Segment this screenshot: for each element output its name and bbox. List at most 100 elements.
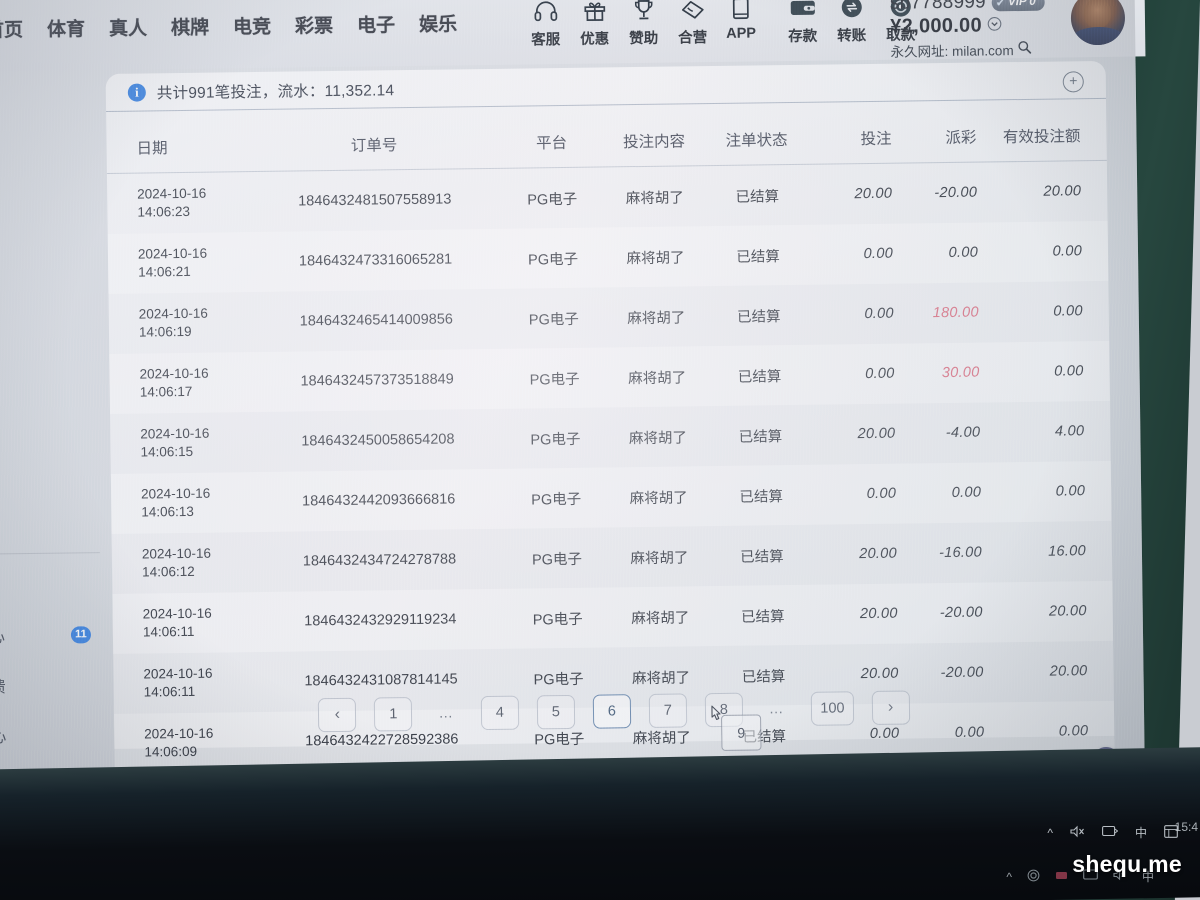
- cell-bet-amount: 20.00: [854, 185, 893, 203]
- quick-action-withdraw[interactable]: 取款: [876, 0, 926, 45]
- sidebar-item-record-1[interactable]: 记录: [0, 448, 99, 500]
- nav-item-entertainment[interactable]: 娱乐: [418, 14, 458, 36]
- column-header-status: 注单状态: [725, 131, 788, 150]
- quick-action-customer-service[interactable]: 客服: [521, 0, 571, 50]
- cell-platform: PG电子: [531, 491, 582, 508]
- nav-item-esports[interactable]: 电竞: [232, 16, 272, 39]
- pagination-page-4[interactable]: 4: [480, 695, 520, 731]
- account-domain-row[interactable]: 永久网址: milan.com: [890, 39, 1045, 61]
- quick-action-sponsorship[interactable]: 赞助: [619, 0, 669, 48]
- quick-action-label: 存款: [788, 28, 818, 46]
- add-icon[interactable]: +: [1062, 71, 1084, 93]
- settings-icon[interactable]: [1027, 869, 1040, 885]
- pagination-prev[interactable]: ‹: [318, 697, 357, 733]
- sidebar-item-feedback[interactable]: 意见反馈: [0, 659, 102, 711]
- cell-bet-amount: 0.00: [863, 245, 894, 263]
- browser-screen: 首页 体育 真人 棋牌 电竞 彩票 电子 娱乐 客服: [0, 0, 1146, 830]
- account-name-row: sb7788999 ✔ VIP 0: [890, 0, 1045, 15]
- permanent-domain-label: 永久网址: milan.com: [890, 43, 1014, 60]
- quick-action-app[interactable]: APP: [717, 0, 766, 42]
- quick-action-transfer[interactable]: 转账: [827, 0, 877, 46]
- cell-status: 已结算: [741, 668, 786, 686]
- taskbar-clock[interactable]: 15:4: [1174, 820, 1198, 834]
- taskbar-tray-row-1: ^ 中: [1047, 824, 1178, 841]
- main-navigation: 首页 体育 真人 棋牌 电竞 彩票 电子 娱乐: [0, 9, 457, 42]
- ime-panel-icon[interactable]: [1164, 824, 1178, 841]
- pagination-page-5[interactable]: 5: [536, 694, 576, 730]
- column-header-date: 日期: [136, 139, 168, 158]
- chevron-up-icon[interactable]: ^: [1047, 825, 1053, 840]
- pagination-drag-ghost[interactable]: 9: [720, 714, 762, 751]
- volume-muted-icon[interactable]: [1070, 825, 1085, 841]
- cell-bet-content: 麻将胡了: [628, 429, 688, 447]
- withdraw-icon: [887, 0, 913, 22]
- nav-item-home[interactable]: 首页: [0, 20, 24, 42]
- cell-valid-bet: 16.00: [1048, 543, 1087, 560]
- cell-order-no: 1846432434724278788: [302, 551, 457, 570]
- sidebar-item-redpacket[interactable]: 包: [0, 398, 98, 450]
- sidebar-item-record-2[interactable]: 记录: [0, 498, 100, 550]
- app-indicator-icon[interactable]: [1055, 869, 1068, 885]
- account-username: sb7788999: [889, 0, 986, 14]
- watermark: shequ.me: [1072, 851, 1182, 877]
- cell-bet-content: 麻将胡了: [629, 489, 688, 507]
- ime-chinese-icon[interactable]: 中: [1134, 826, 1147, 840]
- quick-action-label: 转账: [837, 28, 867, 45]
- cell-bet-amount: 0.00: [866, 485, 897, 503]
- cell-datetime: 2024-10-16 14:06:23: [137, 185, 207, 220]
- quick-action-deposit[interactable]: 存款: [778, 0, 828, 46]
- column-header-bet: 投注: [860, 130, 892, 148]
- nav-item-sports[interactable]: 体育: [46, 19, 86, 41]
- trophy-icon: [632, 0, 654, 25]
- nav-item-lottery[interactable]: 彩票: [294, 16, 334, 38]
- quick-action-label: APP: [726, 25, 757, 42]
- cell-status: 已结算: [735, 188, 780, 206]
- cell-platform: PG电子: [527, 191, 578, 208]
- handshake-icon: [679, 0, 705, 24]
- cell-datetime: 2024-10-16 14:06:19: [138, 305, 208, 340]
- sidebar-item-message-center[interactable]: 消息中心 11: [0, 609, 101, 661]
- account-panel[interactable]: sb7788999 ✔ VIP 0 ¥2,000.00 永久网址: milan.…: [890, 0, 1046, 61]
- ime-chinese-icon-2[interactable]: 中: [1141, 870, 1154, 884]
- quick-action-label: 客服: [531, 32, 561, 49]
- pagination-page-100[interactable]: 100: [811, 691, 854, 726]
- cell-bet-content: 麻将胡了: [625, 189, 684, 207]
- sidebar-item-prize-record[interactable]: 奖记录: [0, 559, 101, 611]
- account-balance-row[interactable]: ¥2,000.00: [890, 14, 1045, 39]
- quick-action-label: 合营: [678, 30, 708, 47]
- cell-platform: PG电子: [532, 611, 583, 628]
- nav-item-live[interactable]: 真人: [108, 18, 148, 40]
- pagination-page-6[interactable]: 6: [592, 694, 632, 729]
- cell-valid-bet: 0.00: [1054, 363, 1084, 380]
- avatar[interactable]: [1070, 0, 1126, 46]
- chevron-down-icon[interactable]: [987, 16, 1002, 36]
- pagination-page-7[interactable]: 7: [648, 693, 688, 728]
- quick-action-affiliate[interactable]: 合营: [668, 0, 718, 48]
- keyboard-icon[interactable]: [1102, 825, 1119, 840]
- cell-datetime: 2024-10-16 14:06:13: [141, 485, 211, 520]
- sidebar-divider: [0, 552, 100, 556]
- cell-payout: -20.00: [939, 604, 983, 622]
- sidebar-item-help-center[interactable]: 帮助中心: [0, 709, 103, 761]
- volume-icon-2[interactable]: [1113, 869, 1127, 884]
- cell-platform: PG电子: [528, 311, 579, 328]
- cell-order-no: 1846432473316065281: [298, 251, 453, 270]
- sidebar: 包 记录 记录 奖记录 消息中心 11 意见反馈 帮助中心: [0, 398, 103, 761]
- cell-payout: -16.00: [938, 544, 983, 562]
- sidebar-item-label: 消息中心: [0, 629, 6, 648]
- gift-icon: [582, 0, 606, 26]
- cell-status: 已结算: [738, 428, 783, 446]
- nav-item-chess[interactable]: 棋牌: [170, 17, 210, 40]
- cell-payout: 0.00: [951, 484, 982, 501]
- pagination-next[interactable]: ›: [871, 690, 910, 726]
- cell-valid-bet: 0.00: [1055, 483, 1086, 500]
- cell-valid-bet: 20.00: [1043, 183, 1082, 200]
- nav-item-slots[interactable]: 电子: [356, 15, 396, 37]
- chevron-up-icon-2[interactable]: ^: [1006, 869, 1012, 884]
- cell-platform: PG电子: [527, 251, 579, 268]
- cell-status: 已结算: [736, 248, 780, 266]
- quick-action-promotions[interactable]: 优惠: [570, 0, 620, 49]
- search-icon[interactable]: [1017, 39, 1032, 58]
- display-icon[interactable]: [1083, 869, 1098, 884]
- pagination-page-1[interactable]: 1: [374, 697, 413, 732]
